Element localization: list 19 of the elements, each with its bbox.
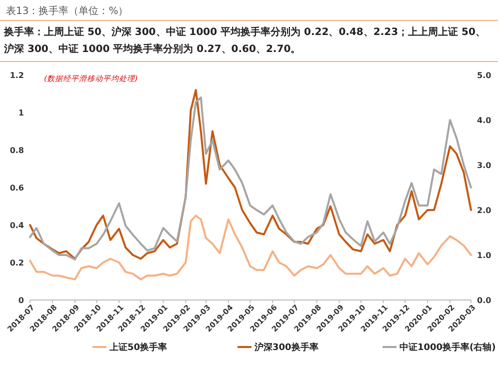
legend-label: 中证1000换手率(右轴) xyxy=(400,342,496,354)
y-tick-label: 0.6 xyxy=(10,183,24,192)
y-tick-label: 1.2 xyxy=(10,70,24,80)
y-tick-label: 0.8 xyxy=(10,146,24,155)
chart-title: 表13：换手率（单位：%） xyxy=(6,4,128,18)
y2-tick-label: 0.0 xyxy=(477,296,492,305)
y2-tick-label: 4.0 xyxy=(477,116,492,125)
y2-tick-label: 2.0 xyxy=(477,206,492,215)
y2-tick-label: 1.0 xyxy=(477,250,492,260)
legend-label: 沪深300换手率 xyxy=(254,342,318,354)
legend-label: 上证50换手率 xyxy=(108,342,168,354)
y2-tick-label: 5.0 xyxy=(477,70,492,80)
line-series xyxy=(29,214,472,280)
y-tick-label: 0.4 xyxy=(10,220,24,230)
y-tick-label: 0 xyxy=(18,296,24,305)
chart-subtitle: 换手率：上周上证 50、沪深 300、中证 1000 平均换手率分别为 0.22、0.48、2.23；上上周上证 50、沪深 300、中证 1000 平均换手率分别为 0.27、0.60、2.70。 xyxy=(0,20,498,62)
y-tick-label: 1 xyxy=(18,108,24,118)
y-tick-label: 0.2 xyxy=(10,258,24,268)
y2-tick-label: 3.0 xyxy=(477,160,492,170)
